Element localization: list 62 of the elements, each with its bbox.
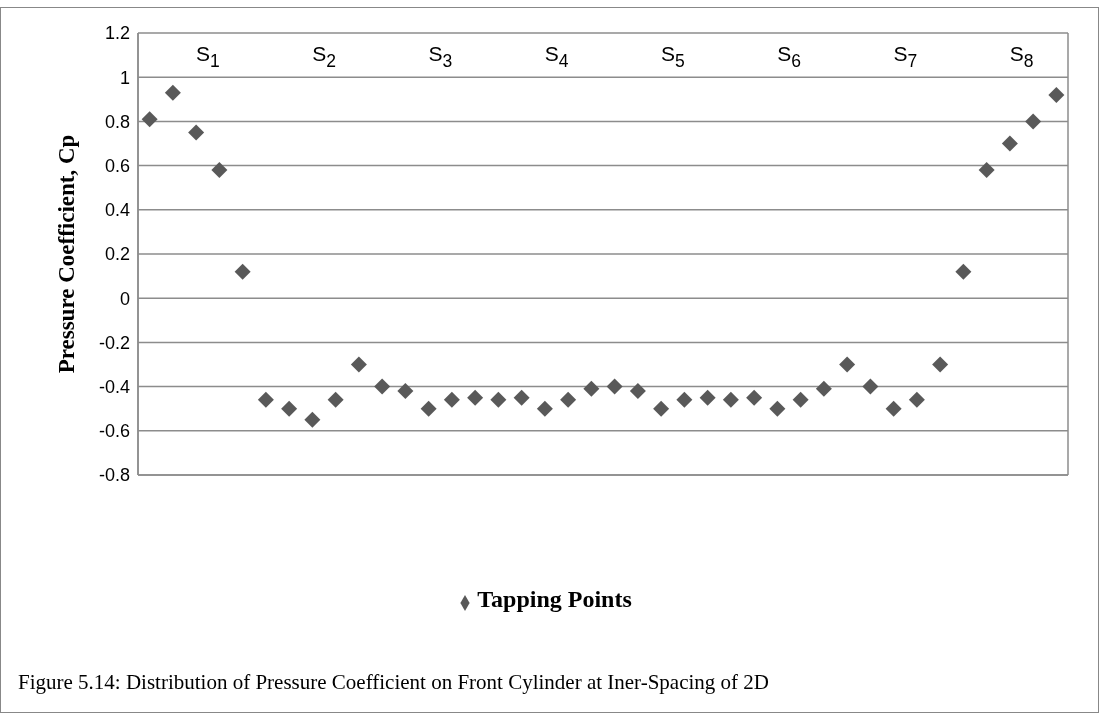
point: [560, 391, 577, 408]
point: [211, 162, 228, 179]
annotation: S$_{3}$: [428, 41, 453, 72]
point: [1048, 86, 1065, 103]
annotation: S$_{5}$: [660, 41, 685, 72]
y-tick-label: 1.2: [104, 23, 130, 44]
annotation: S$_{6}$: [777, 41, 801, 72]
point: [513, 389, 530, 406]
point: [792, 391, 809, 408]
point: [327, 391, 344, 408]
annotation: S$_{1}$: [195, 41, 220, 72]
point: [908, 391, 925, 408]
point: [978, 162, 995, 179]
annotation: S$_{8}$: [1009, 41, 1034, 72]
point: [350, 356, 367, 373]
point: [955, 263, 972, 280]
point: [374, 378, 391, 395]
y-tick-label: 0.6: [104, 155, 130, 176]
y-axis-title: Pressure Coefficient, Cp: [54, 134, 80, 374]
point: [629, 383, 646, 400]
y-tick-label: -0.4: [98, 376, 130, 397]
y-tick-label: 0.2: [104, 244, 130, 265]
point: [676, 391, 693, 408]
annotation: S$_{4}$: [544, 41, 569, 72]
legend-label: Tapping Points: [477, 586, 632, 612]
point: [815, 380, 832, 397]
point: [1001, 135, 1018, 152]
point: [536, 400, 553, 417]
y-tick-label: -0.2: [98, 332, 130, 353]
point: [583, 380, 600, 397]
y-tick-label: -0.6: [98, 421, 130, 442]
point: [281, 400, 298, 417]
point: [141, 111, 158, 128]
point: [839, 356, 856, 373]
point: [443, 391, 460, 408]
y-tick-label: 1: [119, 67, 130, 88]
point: [862, 378, 879, 395]
point: [722, 391, 739, 408]
caption: Figure 5.14: Distribution of Pressure Coefficient on Front Cylinder at Iner-Spacing of 2D: [18, 670, 769, 695]
point: [606, 378, 623, 395]
point: [234, 263, 251, 280]
point: [304, 411, 321, 428]
point: [490, 391, 507, 408]
point: [746, 389, 763, 406]
point: [699, 389, 716, 406]
point: [769, 400, 786, 417]
annotation: S$_{2}$: [312, 41, 336, 72]
point: [420, 400, 437, 417]
point: [653, 400, 670, 417]
point: [932, 356, 949, 373]
point: [885, 400, 902, 417]
y-tick-label: -0.8: [98, 465, 130, 486]
point: [188, 124, 205, 141]
y-tick-label: 0.8: [104, 111, 130, 132]
point: [257, 391, 274, 408]
point: [164, 84, 181, 101]
point: [1025, 113, 1042, 130]
y-tick-label: 0: [119, 288, 130, 309]
point: [467, 389, 484, 406]
point: [397, 383, 414, 400]
annotation: S$_{7}$: [893, 41, 918, 72]
y-tick-label: 0.4: [104, 200, 130, 221]
